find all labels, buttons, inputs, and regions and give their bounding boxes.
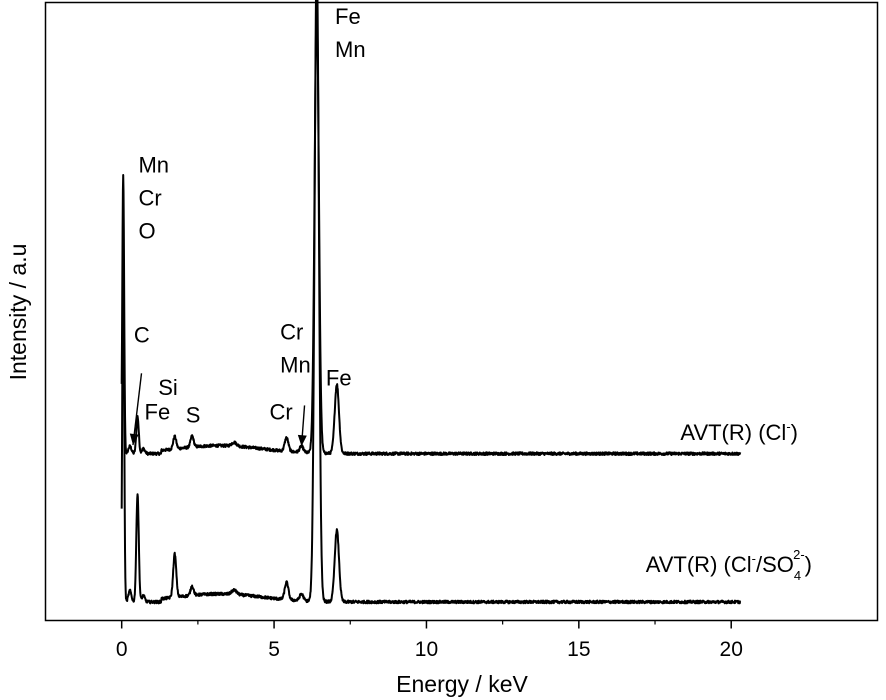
element-annotation: Mn Cr O xyxy=(138,152,169,243)
x-tick-label: 15 xyxy=(567,638,590,661)
element-annotation: Fe xyxy=(326,366,352,391)
x-tick-label: 5 xyxy=(268,638,280,661)
annotation-arrow-head xyxy=(297,434,307,447)
y-axis-title: Intensity / a.u xyxy=(5,244,31,381)
element-annotation: Si xyxy=(158,375,178,400)
series-line-1 xyxy=(120,7,742,457)
element-annotation: Fe xyxy=(145,400,171,425)
element-annotation: Fe Mn xyxy=(335,4,366,62)
series-line-2 xyxy=(120,0,742,605)
plot-frame xyxy=(44,1,879,622)
element-annotation: C xyxy=(134,322,150,347)
x-axis-title: Energy / keV xyxy=(396,671,528,697)
x-tick-label: 20 xyxy=(720,638,743,661)
element-annotation: Cr xyxy=(270,400,293,425)
annotation-arrow-head xyxy=(129,433,139,445)
series-labels: AVT(R) (Cl-) AVT(R) (Cl-/SO42-) xyxy=(646,419,812,583)
x-tick-label: 0 xyxy=(116,638,128,661)
element-annotation: Cr Mn xyxy=(280,319,311,377)
series-label-cl: AVT(R) (Cl-) xyxy=(680,419,798,445)
element-annotation: S xyxy=(186,403,201,428)
annotation-arrow-line xyxy=(132,373,143,446)
x-axis-ticks: 0 5 10 15 20 xyxy=(116,620,743,661)
series-label-cl-so4: AVT(R) (Cl-/SO42-) xyxy=(646,547,812,583)
x-tick-label: 10 xyxy=(415,638,438,661)
spectra xyxy=(120,0,742,605)
